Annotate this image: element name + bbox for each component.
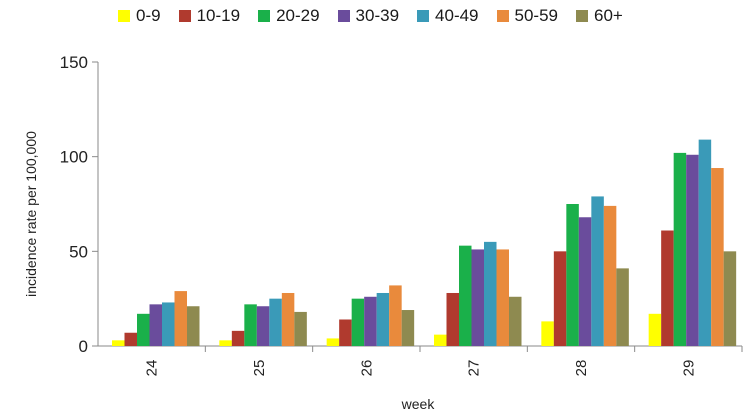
bar [496, 249, 509, 346]
bar [244, 304, 257, 346]
legend-swatch [576, 10, 588, 22]
legend-item: 40-49 [417, 6, 479, 26]
bar [376, 292, 390, 346]
bar [112, 340, 125, 346]
bar [541, 321, 554, 346]
legend-label: 0-9 [136, 6, 161, 25]
x-tick-label: 25 [251, 360, 268, 377]
bar [661, 230, 674, 346]
bar [553, 251, 567, 346]
bar [149, 304, 162, 346]
x-tick-label: 28 [573, 360, 590, 377]
bar [673, 152, 687, 346]
legend-label: 10-19 [196, 6, 241, 25]
bar [364, 296, 377, 346]
bar [616, 268, 629, 346]
legend-label: 60+ [594, 6, 623, 25]
legend-swatch [496, 10, 509, 22]
bar [686, 154, 699, 346]
legend-swatch [258, 10, 271, 22]
bar [389, 285, 402, 346]
bar [231, 330, 245, 346]
legend-swatch [118, 10, 130, 22]
bar [137, 313, 150, 346]
bar [484, 241, 497, 346]
x-axis-title: week [401, 396, 436, 412]
bar [162, 302, 175, 346]
legend-item: 20-29 [258, 6, 320, 26]
bar [339, 319, 352, 346]
legend-item: 50-59 [496, 6, 558, 26]
bar [698, 139, 712, 346]
legend-label: 50-59 [514, 6, 558, 25]
bar [269, 298, 282, 346]
y-tick-label: 50 [69, 242, 88, 261]
chart-legend: 0-9 10-19 20-29 30-39 40-49 50-59 60+ [118, 6, 641, 26]
legend-swatch [337, 10, 350, 22]
x-tick-label: 24 [144, 360, 161, 377]
bar [578, 217, 592, 346]
bar [711, 168, 724, 346]
x-tick-label: 29 [680, 360, 697, 377]
bar [566, 204, 579, 346]
legend-swatch [178, 10, 191, 22]
x-tick-label: 26 [358, 360, 375, 377]
legend-label: 40-49 [435, 6, 479, 25]
bar [256, 306, 270, 346]
bar [434, 334, 447, 346]
bar [723, 251, 737, 346]
x-tick-label: 27 [466, 360, 483, 377]
bar [471, 249, 484, 346]
y-tick-label: 100 [60, 148, 88, 167]
bar [401, 310, 415, 346]
bar [294, 311, 307, 346]
legend-swatch [417, 10, 430, 22]
bar [124, 332, 137, 346]
y-axis-title: incidence rate per 100,000 [23, 131, 39, 297]
bar [187, 306, 200, 346]
bar [219, 340, 232, 346]
y-tick-label: 0 [79, 337, 88, 356]
bar [351, 298, 365, 346]
legend-item: 10-19 [178, 6, 241, 26]
bar [326, 338, 340, 346]
bar [174, 291, 187, 346]
bar [446, 292, 459, 346]
bar [648, 313, 662, 346]
legend-item: 0-9 [118, 6, 161, 26]
bar [509, 296, 522, 346]
legend-item: 60+ [576, 6, 623, 26]
legend-item: 30-39 [337, 6, 400, 26]
bar [603, 205, 617, 346]
y-tick-label: 150 [60, 53, 88, 72]
bar [459, 245, 472, 346]
legend-label: 20-29 [276, 6, 320, 25]
legend-label: 30-39 [355, 6, 400, 25]
bar [591, 196, 604, 346]
bar [281, 292, 295, 346]
